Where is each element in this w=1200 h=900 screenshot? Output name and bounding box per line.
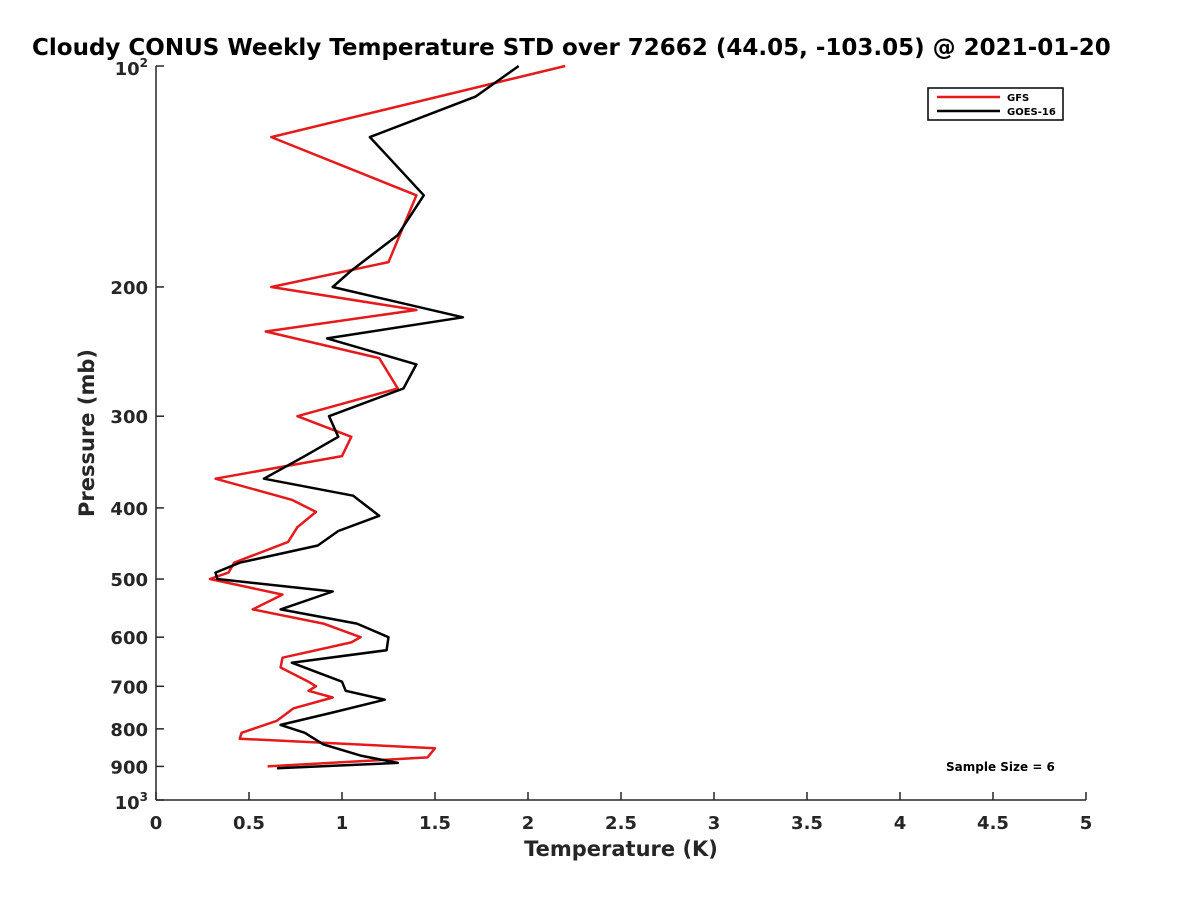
x-axis-label: Temperature (K): [524, 837, 718, 861]
y-tick-label: 700: [110, 677, 148, 698]
sample-size-annotation: Sample Size = 6: [946, 760, 1055, 774]
x-tick-label: 3.5: [791, 813, 823, 834]
series-group: [208, 64, 566, 770]
legend-label-gfs: GFS: [1007, 93, 1029, 104]
x-tick-label: 1.5: [419, 813, 451, 834]
x-tick-label: 1: [336, 813, 349, 834]
y-tick-label: 102: [115, 56, 148, 80]
x-tick-label: 4: [894, 813, 907, 834]
y-tick-exponent: 2: [140, 56, 148, 70]
chart-title: Cloudy CONUS Weekly Temperature STD over…: [32, 35, 1111, 61]
x-tick-label: 0: [150, 813, 163, 834]
y-tick-label: 500: [110, 570, 148, 591]
series-line-goes-16: [214, 64, 520, 770]
y-tick-label: 800: [110, 720, 148, 741]
x-tick-label: 3: [708, 813, 721, 834]
y-tick-exponent: 3: [140, 790, 148, 804]
y-tick-label: 300: [110, 407, 148, 428]
y-tick-base: 10: [115, 59, 140, 80]
legend: GFS GOES-16: [927, 87, 1064, 121]
x-tick-label: 5: [1080, 813, 1093, 834]
x-tick-label: 0.5: [233, 813, 265, 834]
y-axis-label: Pressure (mb): [75, 349, 99, 517]
y-tick-label: 900: [110, 757, 148, 778]
y-tick-label: 103: [115, 790, 148, 814]
x-tick-label: 2.5: [605, 813, 637, 834]
y-tick-label: 600: [110, 628, 148, 649]
legend-label-goes-16: GOES-16: [1007, 107, 1056, 118]
y-tick-label: 200: [110, 278, 148, 299]
y-tick-base: 10: [115, 793, 140, 814]
x-ticks: 0 0.5 1 1.5 2 2.5 3 3.5 4 4.5 5: [150, 792, 1093, 834]
legend-box: [927, 87, 1064, 121]
x-tick-label: 4.5: [977, 813, 1009, 834]
x-tick-label: 2: [522, 813, 535, 834]
series-line-gfs: [208, 64, 566, 768]
y-tick-label: 400: [110, 499, 148, 520]
